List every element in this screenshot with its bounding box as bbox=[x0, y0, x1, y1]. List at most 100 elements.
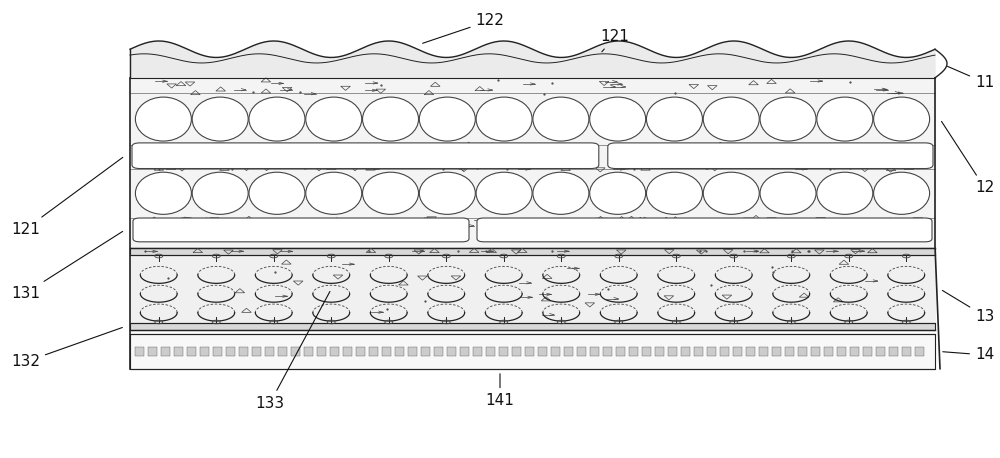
Bar bbox=[655, 347, 664, 356]
Ellipse shape bbox=[646, 97, 702, 141]
Text: 14: 14 bbox=[943, 348, 994, 362]
Bar bbox=[876, 347, 885, 356]
Ellipse shape bbox=[703, 172, 759, 214]
Bar bbox=[681, 347, 690, 356]
Bar bbox=[694, 347, 703, 356]
Ellipse shape bbox=[419, 97, 475, 141]
Bar bbox=[382, 347, 391, 356]
Ellipse shape bbox=[476, 97, 532, 141]
Ellipse shape bbox=[590, 172, 646, 214]
Bar bbox=[785, 347, 794, 356]
Bar bbox=[759, 347, 768, 356]
Bar bbox=[603, 347, 612, 356]
Ellipse shape bbox=[760, 97, 816, 141]
Bar bbox=[629, 347, 638, 356]
Text: 131: 131 bbox=[11, 231, 123, 300]
Bar bbox=[130, 334, 935, 369]
Ellipse shape bbox=[646, 172, 702, 214]
Bar bbox=[772, 347, 781, 356]
Bar bbox=[616, 347, 625, 356]
Bar bbox=[668, 347, 677, 356]
Bar bbox=[421, 347, 430, 356]
Text: 122: 122 bbox=[423, 13, 504, 44]
Bar bbox=[746, 347, 755, 356]
Bar bbox=[213, 347, 222, 356]
Bar bbox=[200, 347, 209, 356]
Bar bbox=[525, 347, 534, 356]
Ellipse shape bbox=[363, 97, 419, 141]
Text: 12: 12 bbox=[942, 121, 994, 195]
Ellipse shape bbox=[533, 97, 589, 141]
Bar bbox=[720, 347, 729, 356]
Bar bbox=[798, 347, 807, 356]
Bar bbox=[148, 347, 157, 356]
Ellipse shape bbox=[533, 172, 589, 214]
Bar bbox=[130, 248, 935, 255]
Bar bbox=[226, 347, 235, 356]
Ellipse shape bbox=[135, 97, 191, 141]
Bar bbox=[239, 347, 248, 356]
Bar bbox=[317, 347, 326, 356]
Ellipse shape bbox=[476, 172, 532, 214]
Bar bbox=[837, 347, 846, 356]
Bar bbox=[460, 347, 469, 356]
Bar bbox=[278, 347, 287, 356]
Ellipse shape bbox=[249, 172, 305, 214]
Ellipse shape bbox=[817, 97, 873, 141]
Bar bbox=[330, 347, 339, 356]
Text: 133: 133 bbox=[255, 291, 330, 410]
Bar bbox=[824, 347, 833, 356]
Bar bbox=[130, 323, 935, 330]
Ellipse shape bbox=[419, 172, 475, 214]
Ellipse shape bbox=[306, 172, 362, 214]
FancyBboxPatch shape bbox=[477, 218, 932, 242]
Bar bbox=[304, 347, 313, 356]
Bar bbox=[395, 347, 404, 356]
Ellipse shape bbox=[135, 172, 191, 214]
Bar bbox=[551, 347, 560, 356]
Bar bbox=[356, 347, 365, 356]
Ellipse shape bbox=[817, 172, 873, 214]
Bar bbox=[512, 347, 521, 356]
Bar bbox=[434, 347, 443, 356]
Bar bbox=[707, 347, 716, 356]
Ellipse shape bbox=[874, 172, 930, 214]
Text: 121: 121 bbox=[601, 29, 629, 52]
Polygon shape bbox=[130, 41, 935, 78]
Bar bbox=[408, 347, 417, 356]
Bar bbox=[538, 347, 547, 356]
Bar bbox=[343, 347, 352, 356]
Bar bbox=[174, 347, 183, 356]
Bar bbox=[915, 347, 924, 356]
Bar bbox=[889, 347, 898, 356]
Bar bbox=[733, 347, 742, 356]
Bar bbox=[369, 347, 378, 356]
Text: 141: 141 bbox=[486, 374, 514, 408]
Bar bbox=[811, 347, 820, 356]
Text: 11: 11 bbox=[948, 66, 994, 90]
Bar bbox=[161, 347, 170, 356]
Bar bbox=[564, 347, 573, 356]
Bar bbox=[187, 347, 196, 356]
Ellipse shape bbox=[590, 97, 646, 141]
FancyBboxPatch shape bbox=[133, 218, 469, 242]
Ellipse shape bbox=[874, 97, 930, 141]
Bar bbox=[447, 347, 456, 356]
Ellipse shape bbox=[192, 172, 248, 214]
Bar bbox=[850, 347, 859, 356]
Text: 13: 13 bbox=[942, 290, 994, 323]
FancyBboxPatch shape bbox=[132, 143, 599, 169]
Ellipse shape bbox=[703, 97, 759, 141]
Ellipse shape bbox=[306, 97, 362, 141]
Bar bbox=[291, 347, 300, 356]
Bar bbox=[135, 347, 144, 356]
Bar bbox=[499, 347, 508, 356]
Bar bbox=[473, 347, 482, 356]
Ellipse shape bbox=[363, 172, 419, 214]
Bar bbox=[590, 347, 599, 356]
Bar bbox=[642, 347, 651, 356]
Bar bbox=[486, 347, 495, 356]
Ellipse shape bbox=[192, 97, 248, 141]
Bar bbox=[863, 347, 872, 356]
Text: 132: 132 bbox=[11, 327, 122, 369]
